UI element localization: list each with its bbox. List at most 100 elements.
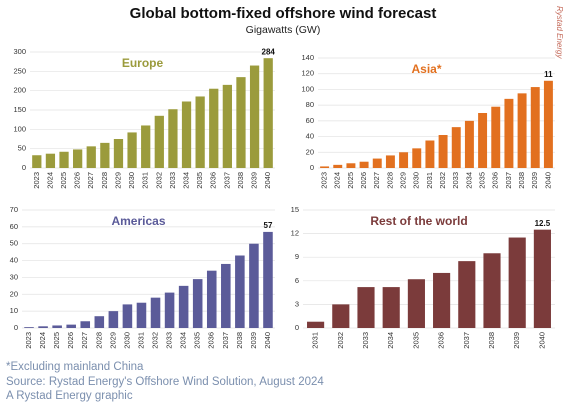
bar bbox=[530, 87, 540, 168]
bar bbox=[438, 135, 448, 168]
bar bbox=[80, 321, 91, 328]
bar bbox=[38, 326, 48, 328]
x-tick-label: 2025 bbox=[346, 172, 355, 189]
x-tick-label: 2027 bbox=[372, 172, 381, 189]
y-tick-label: 0 bbox=[295, 323, 299, 332]
x-tick-label: 2032 bbox=[438, 172, 447, 189]
y-tick-label: 80 bbox=[306, 100, 314, 109]
bar bbox=[307, 321, 325, 328]
y-tick-label: 300 bbox=[13, 47, 26, 56]
y-tick-label: 100 bbox=[301, 84, 314, 93]
bar bbox=[122, 304, 133, 328]
y-tick-label: 60 bbox=[306, 116, 314, 125]
x-tick-label: 2030 bbox=[412, 172, 421, 189]
y-tick-label: 50 bbox=[10, 239, 18, 248]
x-tick-label: 2037 bbox=[462, 332, 471, 349]
y-tick-label: 100 bbox=[13, 124, 26, 133]
x-tick-label: 2025 bbox=[52, 332, 61, 349]
y-tick-label: 0 bbox=[22, 163, 26, 172]
x-tick-label: 2026 bbox=[359, 172, 368, 189]
x-tick-label: 2031 bbox=[136, 332, 145, 349]
bar bbox=[235, 255, 245, 328]
x-tick-label: 2029 bbox=[113, 172, 122, 189]
x-tick-label: 2033 bbox=[361, 332, 370, 349]
note: *Excluding mainland China bbox=[6, 361, 144, 373]
x-tick-label: 2036 bbox=[437, 332, 446, 349]
x-tick-label: 2034 bbox=[182, 172, 191, 189]
x-tick-label: 2036 bbox=[207, 332, 216, 349]
value-label: 57 bbox=[264, 221, 273, 230]
y-tick-label: 3 bbox=[295, 299, 299, 308]
bar bbox=[66, 324, 76, 328]
x-tick-label: 2038 bbox=[487, 332, 496, 349]
bar bbox=[45, 153, 56, 168]
bar bbox=[399, 152, 409, 168]
panel-title: Europe bbox=[122, 56, 164, 70]
x-tick-label: 2032 bbox=[151, 332, 160, 349]
bar bbox=[136, 302, 147, 328]
x-tick-label: 2031 bbox=[425, 172, 434, 189]
y-tick-label: 40 bbox=[306, 132, 314, 141]
note: Source: Rystad Energy's Offshore Wind So… bbox=[6, 376, 324, 388]
bar bbox=[478, 113, 488, 168]
x-tick-label: 2029 bbox=[399, 172, 408, 189]
bar bbox=[222, 84, 232, 168]
bar bbox=[32, 155, 42, 168]
x-tick-label: 2039 bbox=[249, 332, 258, 349]
bar bbox=[357, 287, 375, 328]
y-tick-label: 150 bbox=[13, 105, 26, 114]
y-tick-label: 0 bbox=[14, 323, 18, 332]
x-tick-label: 2040 bbox=[263, 172, 272, 189]
bar bbox=[249, 65, 260, 168]
bar bbox=[508, 237, 526, 328]
x-tick-label: 2039 bbox=[512, 332, 521, 349]
x-tick-label: 2023 bbox=[32, 172, 41, 189]
x-tick-label: 2033 bbox=[168, 172, 177, 189]
x-tick-label: 2023 bbox=[320, 172, 329, 189]
bar bbox=[372, 158, 382, 168]
y-tick-label: 20 bbox=[10, 289, 18, 298]
y-tick-label: 120 bbox=[301, 69, 314, 78]
x-tick-label: 2034 bbox=[179, 332, 188, 349]
y-tick-label: 10 bbox=[10, 306, 18, 315]
bar bbox=[333, 164, 343, 168]
bar bbox=[24, 327, 34, 328]
x-tick-label: 2031 bbox=[311, 332, 320, 349]
bar bbox=[127, 132, 137, 168]
x-tick-label: 2037 bbox=[504, 172, 513, 189]
x-tick-label: 2029 bbox=[108, 332, 117, 349]
x-tick-label: 2039 bbox=[530, 172, 539, 189]
y-tick-label: 60 bbox=[10, 222, 18, 231]
y-tick-label: 12 bbox=[291, 229, 299, 238]
bar bbox=[458, 261, 476, 328]
bar bbox=[517, 93, 527, 168]
bar bbox=[73, 149, 83, 168]
x-tick-label: 2038 bbox=[236, 172, 245, 189]
y-tick-label: 40 bbox=[10, 256, 18, 265]
bar bbox=[464, 120, 474, 168]
bar bbox=[59, 151, 69, 168]
x-tick-label: 2030 bbox=[127, 172, 136, 189]
bar bbox=[346, 163, 356, 168]
bar bbox=[168, 109, 178, 168]
panel-title: Rest of the world bbox=[370, 214, 467, 228]
x-tick-label: 2035 bbox=[411, 332, 420, 349]
y-tick-label: 50 bbox=[18, 144, 26, 153]
bar bbox=[483, 253, 501, 328]
bar bbox=[533, 229, 551, 328]
bar bbox=[52, 325, 62, 328]
value-label: 12.5 bbox=[535, 219, 551, 228]
y-tick-label: 70 bbox=[10, 205, 18, 214]
x-tick-label: 2028 bbox=[100, 172, 109, 189]
bar bbox=[332, 304, 350, 328]
x-tick-label: 2028 bbox=[94, 332, 103, 349]
x-tick-label: 2040 bbox=[537, 332, 546, 349]
bar bbox=[192, 279, 203, 328]
x-tick-label: 2037 bbox=[222, 172, 231, 189]
panel-title: Americas bbox=[111, 214, 165, 228]
bar bbox=[100, 142, 110, 168]
x-tick-label: 2034 bbox=[464, 172, 473, 189]
bar bbox=[433, 272, 451, 328]
x-tick-label: 2036 bbox=[491, 172, 500, 189]
